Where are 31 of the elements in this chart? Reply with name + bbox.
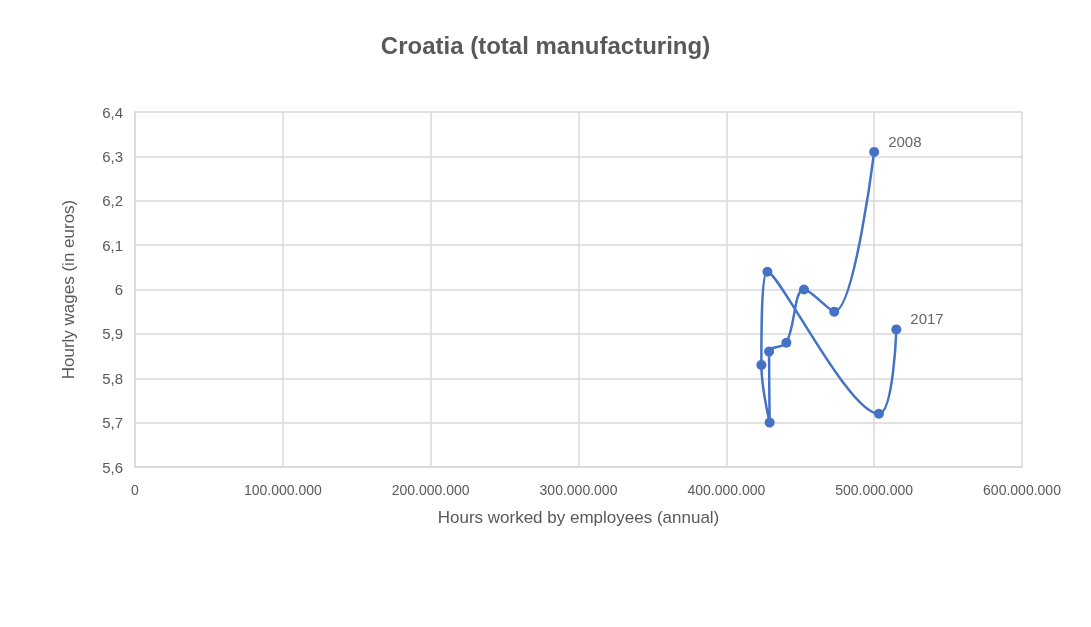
annotation: 2017 <box>910 310 944 328</box>
y-tick-label: 6 <box>114 281 123 298</box>
y-tick-label: 5,7 <box>102 414 123 432</box>
chart-title: Croatia (total manufacturing) <box>380 31 711 59</box>
y-tick-label: 6,3 <box>102 147 123 165</box>
x-tick-label: 0 <box>131 482 140 498</box>
y-tick-label: 5,9 <box>102 325 123 343</box>
x-tick-label: 200.000.000 <box>391 482 470 498</box>
x-tick-label: 600.000.000 <box>983 482 1062 498</box>
y-axis-title: Hourly wages (in euros) <box>59 199 78 380</box>
x-tick-label: 500.000.000 <box>835 482 914 498</box>
y-tick-label: 6,4 <box>102 103 123 121</box>
y-tick-label: 6,2 <box>102 192 123 210</box>
x-axis-title: Hours worked by employees (annual) <box>437 508 720 527</box>
point <box>756 359 767 370</box>
y-tick-label: 5,8 <box>102 369 123 387</box>
point <box>764 346 775 357</box>
y-tick-label: 6,1 <box>102 236 123 254</box>
point <box>781 337 792 348</box>
point <box>873 408 884 419</box>
point <box>764 417 775 428</box>
point <box>891 324 902 335</box>
point <box>869 146 880 157</box>
annotation: 2008 <box>888 132 922 150</box>
x-tick-label: 100.000.000 <box>243 482 322 498</box>
point <box>798 284 809 295</box>
point <box>762 266 773 277</box>
x-tick-label: 400.000.000 <box>687 482 766 498</box>
y-tick-label: 5,6 <box>102 458 123 476</box>
x-tick-label: 300.000.000 <box>539 482 618 498</box>
point <box>829 306 840 317</box>
